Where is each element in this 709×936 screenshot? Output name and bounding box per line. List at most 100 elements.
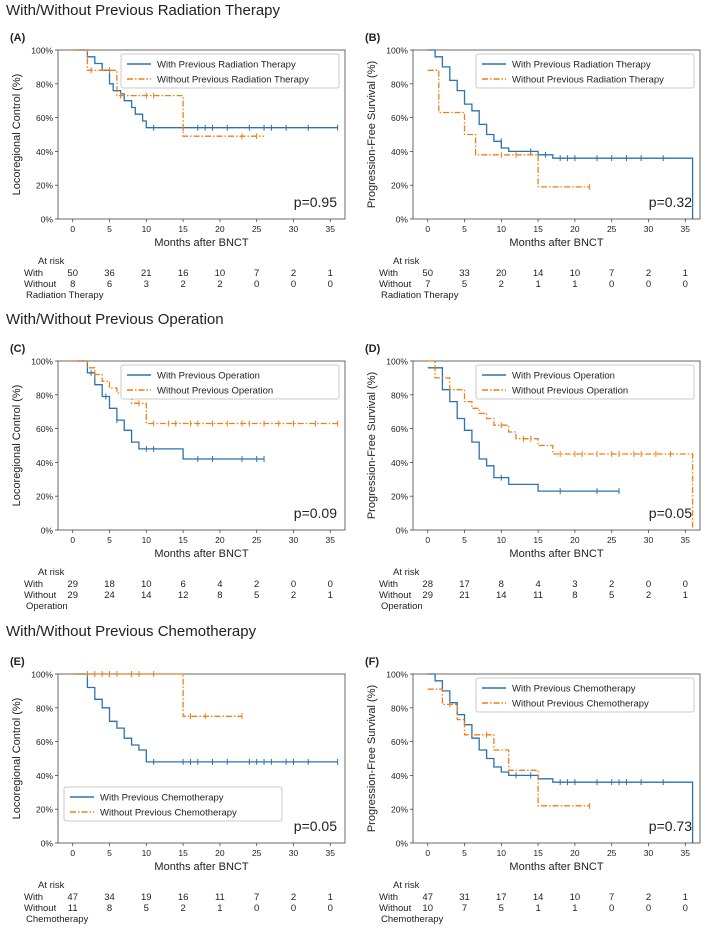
y-tick-label: 100%: [386, 357, 408, 367]
at-risk-value: 50: [67, 268, 78, 279]
at-risk-value: 19: [141, 892, 152, 903]
p-value: p=0.05: [649, 505, 692, 521]
x-tick-label: 30: [289, 535, 299, 545]
x-tick-label: 35: [326, 535, 336, 545]
x-tick-label: 15: [533, 535, 543, 545]
at-risk-title: At risk: [393, 256, 420, 267]
at-risk-title: At risk: [38, 567, 65, 578]
x-tick-label: 20: [215, 848, 225, 858]
at-risk-value: 7: [254, 268, 259, 279]
y-tick-label: 20%: [36, 181, 53, 191]
at-risk-value: 0: [609, 903, 614, 914]
x-tick-label: 10: [497, 848, 507, 858]
at-risk-value: 5: [609, 590, 614, 601]
at-risk-value: 0: [291, 279, 296, 290]
at-risk-value: 5: [254, 590, 259, 601]
at-risk-row-label: With: [379, 579, 398, 590]
series-with-line: [427, 49, 694, 219]
at-risk-value: 16: [178, 892, 189, 903]
panel-label: (A): [10, 32, 26, 44]
at-risk-value: 50: [422, 268, 433, 279]
y-axis-label: Progression-Free Survival (%): [366, 372, 378, 519]
x-tick-label: 10: [497, 535, 507, 545]
chart-svg: (F)0%20%40%60%80%100%0 5 10 15 20 25 30 35Month…: [365, 656, 701, 925]
x-tick-label: 0: [70, 848, 75, 858]
at-risk-value: 12: [178, 590, 189, 601]
legend-entry: With Previous Radiation Therapy: [157, 60, 296, 71]
at-risk-value: 10: [570, 268, 581, 279]
at-risk-value: 28: [422, 579, 433, 590]
at-risk-value: 14: [141, 590, 152, 601]
y-tick-label: 60%: [36, 424, 53, 434]
x-tick-label: 5: [462, 224, 467, 234]
chart-svg: (C)0%20%40%60%80%100%0 5 10 15 20 25 30 35Month…: [10, 343, 346, 612]
x-tick-label: 10: [142, 535, 152, 545]
series-without-line: [72, 360, 338, 425]
at-risk-value: 1: [328, 590, 333, 601]
x-tick-label: 30: [644, 535, 654, 545]
legend-box: [475, 677, 695, 713]
panel-label: (B): [365, 32, 381, 44]
at-risk-value: 0: [683, 579, 688, 590]
panel-label: (C): [10, 343, 26, 355]
at-risk-row-label: Without: [379, 903, 412, 914]
at-risk-value: 14: [533, 268, 544, 279]
at-risk-value: 29: [422, 590, 433, 601]
at-risk-value: 0: [683, 279, 688, 290]
at-risk-row-label: Without: [24, 903, 57, 914]
x-tick-label: 15: [533, 224, 543, 234]
at-risk-value: 5: [144, 903, 149, 914]
at-risk-title: At risk: [38, 880, 65, 891]
y-tick-label: 20%: [391, 805, 408, 815]
chart-svg: (A)0%20%40%60%80%100%0 5 10 15 20 25 30 35Month…: [10, 32, 346, 301]
at-risk-value: 2: [646, 590, 651, 601]
y-tick-label: 0%: [41, 839, 54, 849]
series-with-line: [72, 49, 338, 129]
x-tick-label: 35: [681, 535, 691, 545]
p-value: p=0.95: [294, 194, 337, 210]
plot-frame: [57, 673, 346, 844]
x-tick-label: 15: [178, 535, 188, 545]
x-tick-label: 0: [425, 224, 430, 234]
y-tick-label: 60%: [36, 737, 53, 747]
panel-f: (F) 0% 20% 40% 60% 80% 100% 0 5 10 15 20 25 30 35 Month…: [355, 646, 709, 936]
y-tick-label: 20%: [391, 181, 408, 191]
series-without-line: [427, 688, 590, 807]
y-tick-label: 80%: [36, 703, 53, 713]
at-risk-value: 17: [496, 892, 507, 903]
section-title-radiation: With/Without Previous Radiation Therapy: [6, 2, 281, 19]
at-risk-title: At risk: [393, 880, 420, 891]
x-tick-label: 35: [681, 224, 691, 234]
y-tick-label: 60%: [391, 424, 408, 434]
chart-svg: (E)0%20%40%60%80%100%0 5 10 15 20 25 30 35Month…: [10, 656, 346, 925]
legend-entry: Without Previous Operation: [512, 386, 628, 397]
x-tick-label: 25: [252, 224, 262, 234]
at-risk-value: 2: [180, 279, 185, 290]
panel-label: (F): [365, 656, 379, 668]
x-tick-label: 25: [607, 535, 617, 545]
y-tick-label: 0%: [396, 215, 409, 225]
legend-box: [120, 53, 340, 89]
panel-c: (C) 0% 20% 40% 60% 80% 100% 0 5 10 15 20 25 30 35 Month…: [0, 333, 355, 623]
legend-box: [63, 786, 283, 822]
panel-label: (E): [10, 656, 25, 668]
legend-entry: Without Previous Radiation Therapy: [512, 75, 664, 86]
at-risk-value: 1: [535, 903, 540, 914]
at-risk-value: 7: [609, 892, 614, 903]
at-risk-value: 11: [68, 903, 78, 914]
at-risk-value: 5: [462, 279, 467, 290]
at-risk-value: 29: [67, 579, 78, 590]
at-risk-value: 1: [572, 903, 577, 914]
series-without-line: [427, 360, 694, 530]
series-with-line: [427, 367, 620, 492]
at-risk-value: 10: [215, 268, 226, 279]
at-risk-value: 1: [683, 892, 688, 903]
x-tick-label: 30: [289, 224, 299, 234]
y-tick-label: 40%: [36, 458, 53, 468]
plot-frame: [412, 49, 701, 220]
at-risk-value: 2: [180, 903, 185, 914]
at-risk-value: 7: [462, 903, 467, 914]
at-risk-value: 21: [141, 268, 152, 279]
at-risk-value: 0: [291, 903, 296, 914]
at-risk-value: 0: [646, 279, 651, 290]
